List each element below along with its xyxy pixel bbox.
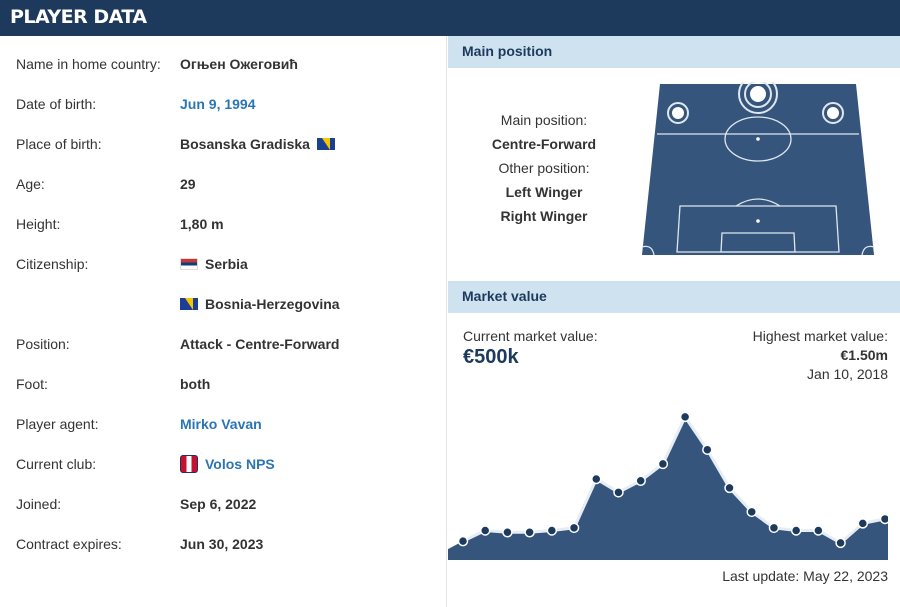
player-data-value: Bosnia-Herzegovina [180, 293, 340, 315]
page-title: PLAYER DATA [10, 6, 147, 28]
highest-market-value: €1.50m [840, 347, 888, 363]
page-header: PLAYER DATA [0, 0, 900, 36]
player-data-label: Age: [16, 176, 45, 192]
player-data-value: 1,80 m [180, 213, 224, 235]
main-position-label: Main position: [500, 112, 588, 128]
player-data-value-text: Sep 6, 2022 [180, 496, 257, 512]
market-value-point[interactable] [524, 527, 535, 538]
market-value-point[interactable] [591, 473, 602, 485]
market-value-chart[interactable] [448, 400, 888, 560]
current-market-value: €500k [463, 346, 519, 368]
player-data-value: 29 [180, 173, 196, 195]
main-position-marker [738, 82, 778, 114]
player-data-value-text: Bosanska Gradiska [180, 136, 310, 152]
player-data-label: Joined: [16, 496, 62, 512]
bosnia-flag-icon [316, 138, 335, 150]
market-value-point[interactable] [724, 482, 735, 494]
market-value-point[interactable] [879, 513, 889, 525]
market-value-point[interactable] [790, 525, 802, 536]
market-value-point[interactable] [746, 506, 757, 518]
player-data-value[interactable]: Jun 9, 1994 [180, 93, 256, 115]
market-value-area [448, 416, 888, 560]
market-value-point[interactable] [679, 411, 691, 423]
market-value-point[interactable] [635, 475, 646, 487]
player-data-value-text: Attack - Centre-Forward [180, 336, 340, 352]
last-update: Last update: May 22, 2023 [722, 568, 888, 584]
player-data-label: Date of birth: [16, 96, 97, 112]
market-value-point[interactable] [835, 537, 846, 549]
market-value-point[interactable] [502, 527, 513, 538]
highest-market-value-label: Highest market value: [752, 328, 888, 344]
market-value-point[interactable] [857, 518, 869, 529]
player-data-value: Bosanska Gradiska [180, 133, 335, 155]
current-market-value-label: Current market value: [463, 328, 598, 344]
left-winger-marker [667, 102, 689, 124]
market-value-point[interactable] [813, 525, 824, 536]
highest-market-value-date: Jan 10, 2018 [807, 366, 888, 382]
club-crest-icon[interactable] [180, 455, 198, 473]
main-position-header: Main position [448, 36, 900, 68]
market-value-header: Market value [448, 281, 900, 313]
main-position-title: Main position [462, 43, 553, 59]
player-data-panel [0, 36, 447, 607]
player-data-value[interactable]: Mirko Vavan [180, 413, 262, 435]
player-data-value: both [180, 373, 210, 395]
player-data-value-text[interactable]: Mirko Vavan [180, 416, 262, 432]
player-data-value-text: 1,80 m [180, 216, 224, 232]
market-value-title: Market value [462, 288, 547, 304]
market-value-point[interactable] [457, 535, 469, 547]
player-data-value: Attack - Centre-Forward [180, 333, 339, 355]
other-position-value-2: Right Winger [500, 208, 588, 224]
bosnia-flag-icon [180, 298, 198, 310]
market-value-point[interactable] [568, 522, 580, 534]
position-pitch-diagram [641, 82, 875, 256]
player-data-value[interactable]: Volos NPS [180, 453, 275, 475]
player-data-label: Foot: [16, 376, 48, 392]
player-data-value-text: both [180, 376, 211, 392]
player-data-label: Place of birth: [16, 136, 102, 152]
market-value-point[interactable] [479, 525, 491, 536]
player-data-label: Height: [16, 216, 61, 232]
market-value-point[interactable] [613, 487, 624, 498]
market-value-point[interactable] [546, 525, 558, 536]
player-data-value: Jun 30, 2023 [180, 533, 263, 555]
serbia-flag-icon [180, 258, 198, 270]
player-data-value: Serbia [180, 253, 248, 275]
player-data-label: Name in home country: [16, 56, 161, 72]
market-value-point[interactable] [768, 522, 780, 534]
player-data-value: Sep 6, 2022 [180, 493, 256, 515]
market-value-point[interactable] [657, 458, 669, 470]
player-data-value-text: Bosnia-Herzegovina [205, 296, 340, 312]
player-data-value: Огњен Ожеговић [180, 53, 298, 75]
player-data-value-text[interactable]: Jun 9, 1994 [180, 96, 256, 112]
other-position-label: Other position: [498, 160, 590, 176]
player-data-label: Position: [16, 336, 70, 352]
player-data-label: Contract expires: [16, 536, 122, 552]
player-data-label: Player agent: [16, 416, 99, 432]
player-data-value-text: Serbia [205, 256, 248, 272]
player-data-value-text[interactable]: Volos NPS [205, 456, 275, 472]
right-winger-marker [822, 102, 844, 124]
market-value-point[interactable] [702, 444, 713, 455]
player-data-value-text: Огњен Ожеговић [180, 56, 298, 72]
main-position-value: Centre-Forward [491, 136, 597, 152]
player-data-value-text: Jun 30, 2023 [180, 536, 264, 552]
player-data-label: Citizenship: [16, 256, 89, 272]
other-position-value-1: Left Winger [505, 184, 583, 200]
player-data-label: Current club: [16, 456, 97, 472]
player-data-value-text: 29 [180, 176, 196, 192]
